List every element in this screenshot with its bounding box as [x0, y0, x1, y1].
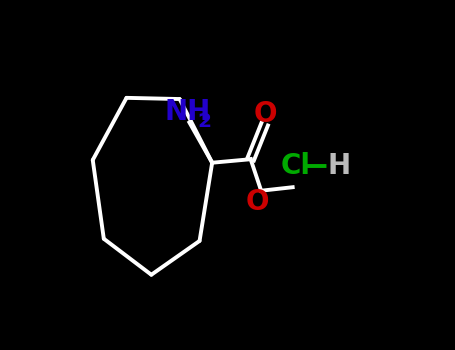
Text: NH: NH — [165, 98, 211, 126]
Text: O: O — [253, 100, 277, 128]
Text: H: H — [328, 152, 351, 180]
Text: Cl: Cl — [281, 152, 311, 180]
Text: O: O — [245, 188, 269, 216]
Text: 2: 2 — [197, 112, 212, 131]
